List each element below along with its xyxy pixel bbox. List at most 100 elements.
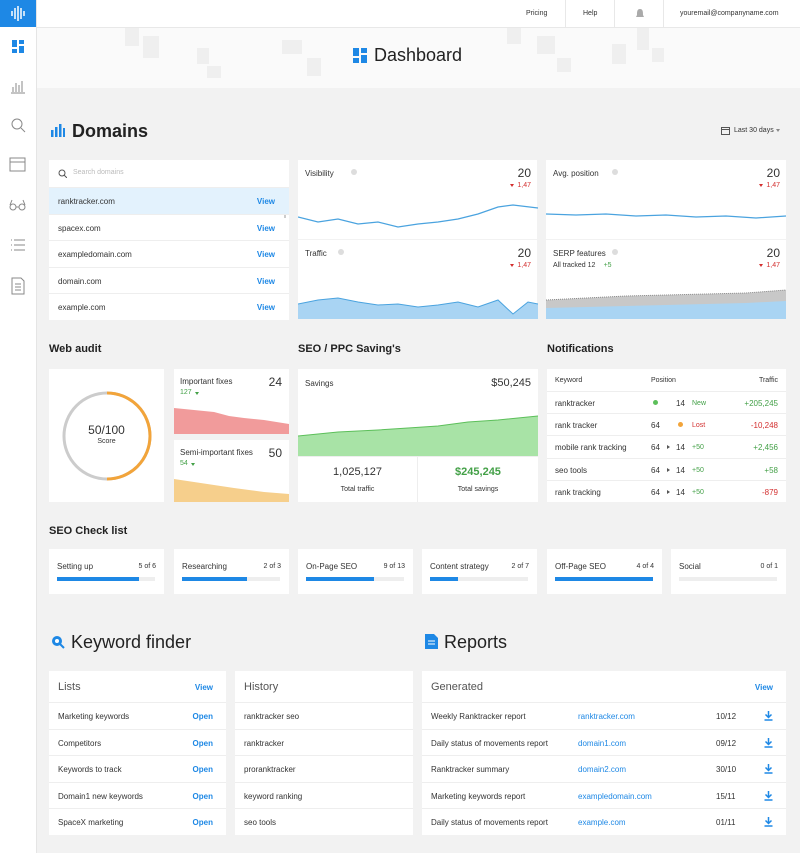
keyword-icon [52,636,65,649]
domain-row[interactable]: ranktracker.com View [49,187,289,214]
fix-card: Semi-important fixes 50 54 [174,440,289,502]
status-dot [678,422,683,428]
keyword: mobile rank tracking [555,443,627,453]
sparkline [298,204,538,228]
separator [614,0,615,27]
domain-name: example.com [58,303,106,313]
down-arrow [510,263,515,267]
metric-card[interactable]: SERP features 20 1,47 All tracked 12 +5 [546,240,786,319]
view-link[interactable]: View [194,683,213,692]
report-date: 10/12 [716,712,737,721]
download-icon[interactable] [764,764,773,774]
progress-bar [555,577,653,581]
view-link[interactable]: View [754,683,773,692]
item-name: Setting up [57,562,94,571]
fix-value: 50 [268,446,282,460]
checklist-item[interactable]: Setting up 5 of 6 [49,549,164,594]
report-date: 30/10 [716,765,737,775]
view-link[interactable]: View [256,223,275,233]
position-to: 14 [676,443,685,453]
checklist-item[interactable]: Off-Page SEO 4 of 4 [547,549,662,594]
checklist-item[interactable]: Social 0 of 1 [671,549,786,594]
checklist-item[interactable]: Researching 2 of 3 [174,549,289,594]
download-icon[interactable] [764,737,773,748]
user-email[interactable]: youremail@companyname.com [680,10,779,17]
report-domain[interactable]: domain2.com [578,765,627,775]
history-panel: History ranktracker seo ranktracker proran… [235,671,413,835]
status: +50 [692,466,704,474]
change-value: 1,47 [517,262,531,269]
change-value: 1,47 [517,182,531,189]
date-range[interactable]: Last 30 days [734,127,774,134]
download-icon[interactable] [764,817,773,828]
domain-row[interactable]: spacex.com View [49,213,289,241]
history-row[interactable]: ranktracker seo [235,702,413,729]
savings-panel: Savings $50,245 1,025,127 Total traffic … [298,369,538,502]
nav-link[interactable]: Pricing [526,10,548,17]
history-row[interactable]: keyword ranking [235,781,413,809]
notification-row: ranktracker 14 New +205,245 [547,391,786,414]
notification-row: rank tracker 64 Lost -10,248 [547,413,786,436]
nav-link[interactable]: Help [583,10,598,17]
domain-row[interactable]: domain.com View [49,266,289,294]
section-title: Web audit [49,343,102,355]
view-link[interactable]: View [256,276,275,286]
domain-list: Search domains ranktracker.com View spacex… [49,160,289,320]
logo[interactable] [0,0,36,27]
metric-card[interactable]: Visibility 20 1,47 [298,160,538,239]
position-to: 14 [676,487,685,497]
view-link[interactable]: View [256,250,275,260]
down-arrow [195,392,199,395]
reports-icon [425,634,438,649]
domain-name: exampledomain.com [58,250,132,260]
history-row[interactable]: proranktracker [235,755,413,782]
open-link[interactable]: Open [192,765,213,775]
download-icon[interactable] [764,711,773,721]
checklist-item[interactable]: On-Page SEO 9 of 13 [298,549,413,594]
view-link[interactable]: View [256,303,275,313]
fix-count: 54 [180,460,188,467]
sparkline [298,297,538,319]
sidebar [0,0,37,853]
open-link[interactable]: Open [192,818,213,828]
checklist-item[interactable]: Content strategy 2 of 7 [422,549,537,594]
download-icon[interactable] [764,790,773,801]
open-link[interactable]: Open [192,791,213,801]
column-header: Keyword [555,377,583,384]
card-value: 20 [766,246,780,260]
position-to: 14 [676,399,685,408]
search-icon [58,169,67,178]
fix-chart [174,479,289,502]
item-progress: 5 of 6 [138,563,156,570]
open-link[interactable]: Open [192,712,213,721]
report-domain[interactable]: exampledomain.com [578,791,652,801]
sidebar-icons[interactable] [0,27,36,307]
domain-row[interactable]: exampledomain.com View [49,240,289,267]
report-domain[interactable]: example.com [578,818,626,828]
position-from: 64 [651,487,660,497]
card-change: 1,47 [510,182,531,189]
card-title: SERP features [553,249,606,258]
search-input[interactable]: Search domains [73,169,124,176]
bell-icon[interactable] [635,8,645,19]
metric-card[interactable]: Traffic 20 1,47 [298,240,538,319]
section-title: SEO / PPC Saving's [298,343,401,355]
history-row[interactable]: seo tools [235,808,413,835]
open-link[interactable]: Open [192,738,213,748]
card-change: 1,47 [759,262,780,269]
report-domain[interactable]: ranktracker.com [578,712,635,721]
history-row[interactable]: ranktracker [235,728,413,756]
domains-icon [51,124,65,137]
savings-value: $50,245 [491,377,531,389]
metric-card[interactable]: Avg. position 20 1,47 [546,160,786,239]
traffic: -10,248 [750,421,778,431]
stat-value: $245,245 [455,466,501,478]
progress-bar [57,577,139,581]
domain-row[interactable]: example.com View [49,293,289,320]
report-domain[interactable]: domain1.com [578,738,627,748]
card-value: 20 [517,246,531,260]
view-link[interactable]: View [256,197,275,206]
traffic: +205,245 [744,399,778,408]
savings-label: Savings [305,379,334,388]
